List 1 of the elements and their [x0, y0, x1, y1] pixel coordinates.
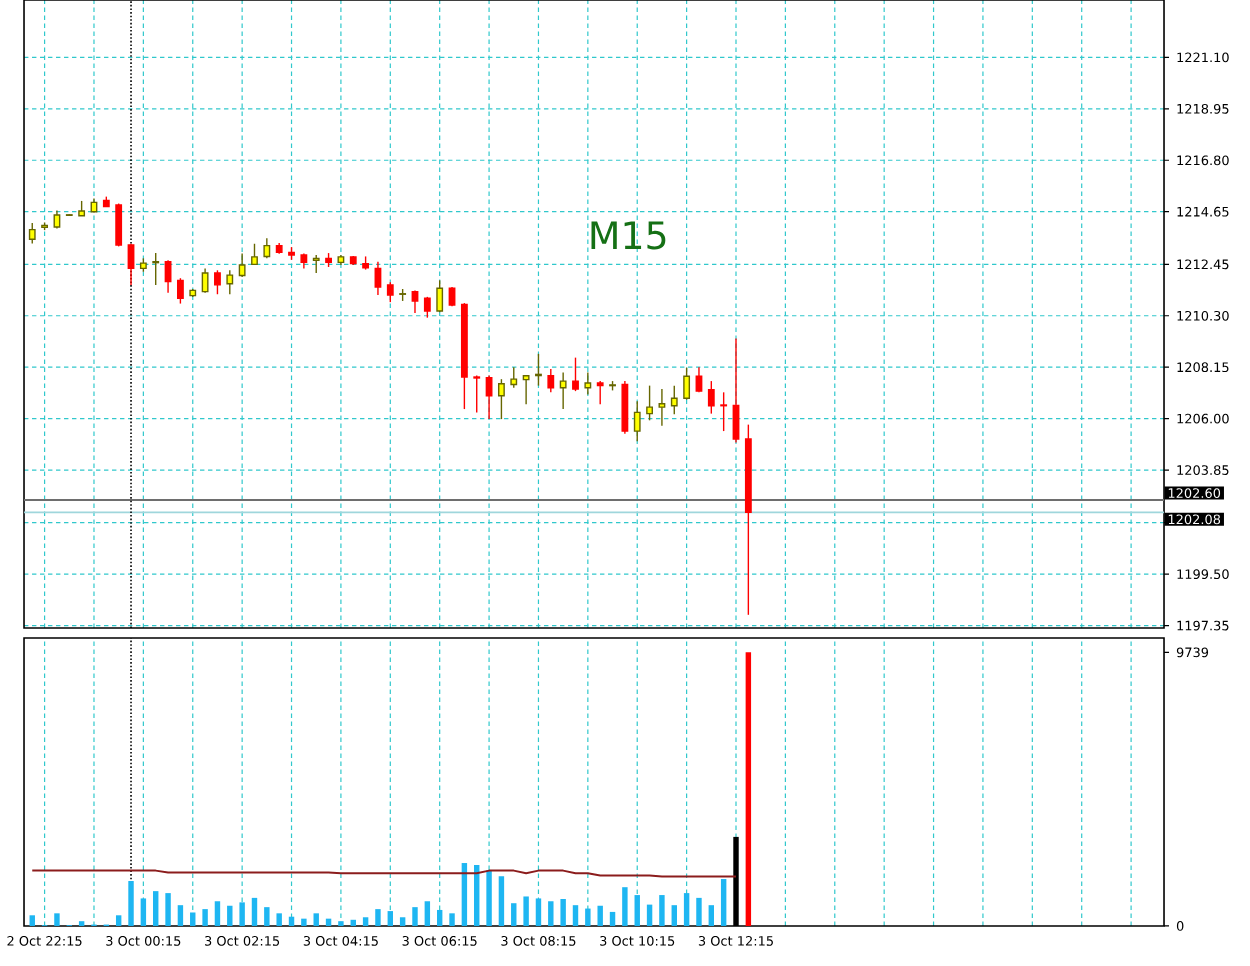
- annotation: M15: [591, 221, 666, 250]
